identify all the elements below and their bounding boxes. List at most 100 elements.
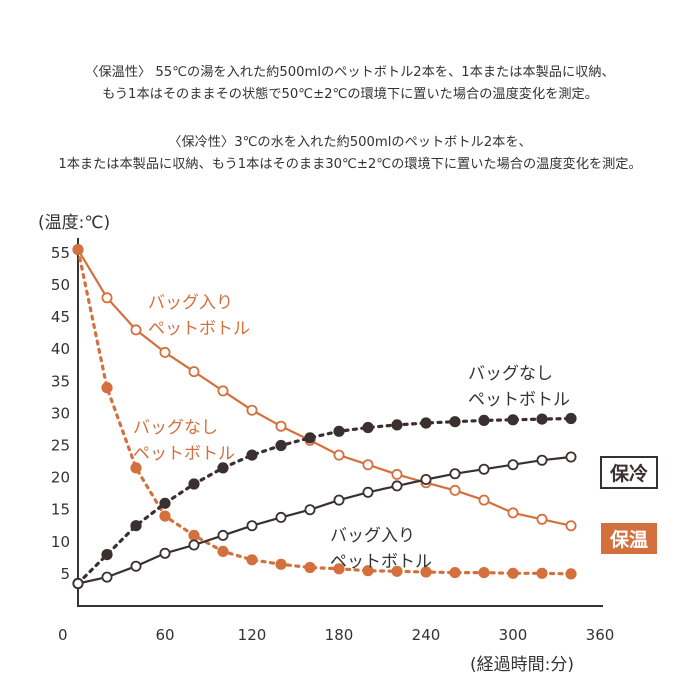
y-axis-title: (温度:℃) <box>38 213 110 233</box>
data-point <box>536 567 548 579</box>
data-point <box>130 462 142 474</box>
warm-desc-line2: もう1本はそのままその状態で50℃±2℃の環境下に置いた場合の温度変化を測定。 <box>102 87 598 102</box>
x-tick-label: 240 <box>412 626 441 644</box>
data-point <box>275 558 287 570</box>
data-point <box>565 412 577 425</box>
data-point <box>304 561 316 574</box>
series-line <box>76 455 573 585</box>
data-point <box>333 449 345 461</box>
data-point <box>217 462 229 474</box>
y-tick-label: 35 <box>51 372 70 390</box>
data-point <box>333 563 345 575</box>
data-point <box>130 560 142 572</box>
data-point <box>362 565 374 577</box>
data-point <box>159 346 171 358</box>
data-point <box>304 504 316 516</box>
legend-warm-badge: 保温 <box>601 523 657 554</box>
warm-desc-line1: 〈保温性〉 55℃の湯を入れた約500mlのペットボトル2本を、1本または本製品… <box>85 65 615 80</box>
data-point <box>159 510 171 522</box>
data-point <box>246 449 258 461</box>
data-point <box>565 520 577 532</box>
cold-bag-label-line2: ペットボトル <box>330 552 432 572</box>
data-point <box>304 432 316 444</box>
data-point <box>478 463 490 475</box>
data-point <box>72 578 84 590</box>
warm-nobag-label-line2: ペットボトル <box>133 444 235 464</box>
warm-bag-label-line2: ペットボトル <box>148 319 250 339</box>
warm-nobag-label-line1: バッグなし <box>133 418 218 438</box>
data-point <box>420 473 432 485</box>
data-point <box>449 567 461 579</box>
data-point <box>420 417 432 429</box>
data-point <box>130 520 142 532</box>
cold-bag-label-line1: バッグ入り <box>330 526 415 546</box>
data-point <box>420 566 432 578</box>
x-axis-title: (経過時間:分) <box>470 655 574 675</box>
data-point <box>507 567 519 579</box>
data-point <box>507 459 519 471</box>
data-point <box>449 416 461 428</box>
legend-warm-box <box>601 523 657 554</box>
x-tick-label: 360 <box>586 626 615 644</box>
data-point <box>449 484 461 496</box>
legend-cold-text: 保冷 <box>609 462 648 485</box>
data-point <box>188 478 200 490</box>
data-point <box>507 507 519 519</box>
data-point <box>478 494 490 506</box>
cold-nobag-label-line1: バッグなし <box>468 364 553 384</box>
data-point <box>362 459 374 471</box>
chart-axes <box>77 238 603 607</box>
data-point <box>130 324 142 336</box>
series-3 <box>72 412 577 590</box>
y-tick-label: 25 <box>51 436 70 454</box>
y-tick-label: 20 <box>51 469 70 487</box>
data-point <box>188 529 200 542</box>
data-point <box>362 421 374 434</box>
data-point <box>449 468 461 480</box>
x-tick-labels: 0 60 120 180 240 300 360 <box>58 626 614 644</box>
y-tick-label: 30 <box>51 404 70 422</box>
data-point <box>391 480 403 492</box>
data-point <box>333 425 345 437</box>
data-point <box>565 568 577 580</box>
x-tick-label: 0 <box>58 626 68 644</box>
data-point <box>275 511 287 523</box>
series-layer <box>72 244 577 590</box>
data-point <box>478 567 490 579</box>
data-point <box>101 292 113 304</box>
data-point <box>536 413 548 425</box>
series-line <box>76 248 573 527</box>
legend-cold-box <box>600 456 658 489</box>
series-4 <box>72 451 577 590</box>
data-point <box>333 494 345 506</box>
y-tick-label: 45 <box>51 308 70 326</box>
data-point <box>217 385 229 397</box>
x-tick-label: 60 <box>155 626 174 644</box>
data-point <box>159 497 171 509</box>
data-point <box>217 545 229 558</box>
data-point <box>391 468 403 480</box>
y-tick-label: 50 <box>51 276 70 294</box>
legend-warm-text: 保温 <box>609 528 648 551</box>
data-point <box>391 565 403 577</box>
data-point <box>101 549 113 561</box>
warm-bag-label-line1: バッグ入り <box>148 293 233 313</box>
data-point <box>275 439 287 452</box>
x-tick-label: 120 <box>238 626 267 644</box>
x-tick-label: 300 <box>499 626 528 644</box>
data-point <box>101 571 113 583</box>
legend-cold-badge: 保冷 <box>600 456 658 489</box>
data-point <box>101 382 113 394</box>
y-tick-label: 40 <box>51 340 70 358</box>
data-point <box>246 404 258 416</box>
data-point <box>536 454 548 466</box>
y-tick-labels: 5 10 15 20 25 30 35 40 45 50 55 <box>51 244 70 583</box>
data-point <box>275 420 287 432</box>
y-tick-label: 10 <box>51 533 70 551</box>
data-point <box>159 547 171 559</box>
cold-desc-line1: 〈保冷性〉3℃の水を入れた約500mlのペットボトル2本を、 <box>168 135 532 150</box>
x-tick-label: 180 <box>325 626 354 644</box>
y-tick-label: 5 <box>60 565 70 583</box>
data-point <box>246 520 258 532</box>
data-point <box>188 539 200 551</box>
